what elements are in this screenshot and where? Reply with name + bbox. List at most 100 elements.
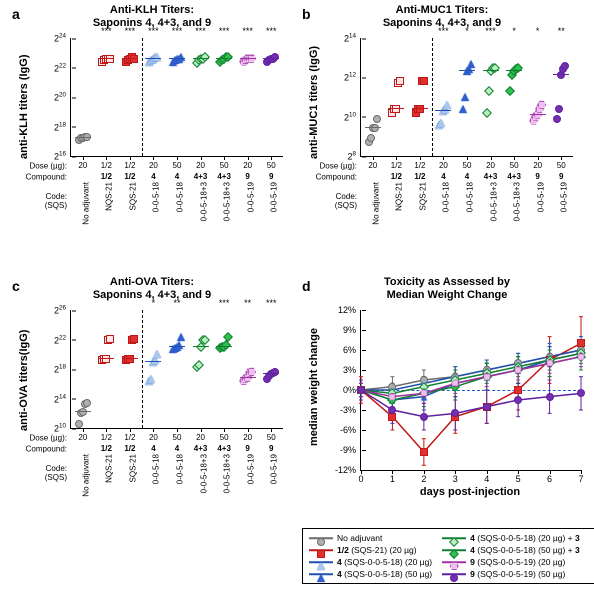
x-category-label: 20 xyxy=(243,161,252,170)
x-category-label: 4+3 xyxy=(507,172,521,181)
data-point xyxy=(83,399,91,407)
legend-label: No adjuvant xyxy=(337,533,382,543)
x-category-label: 1/2 xyxy=(124,172,135,181)
x-category-label: NQS-21 xyxy=(105,454,114,520)
ytick: 214 xyxy=(54,393,71,404)
panel-d-ylabel: median weight change xyxy=(308,328,320,446)
x-category-label: 20 xyxy=(439,161,448,170)
median-line xyxy=(365,127,381,128)
data-point xyxy=(437,119,445,127)
data-point xyxy=(373,115,381,123)
x-category-label: 9 xyxy=(245,444,249,453)
x-category-label: 9 xyxy=(535,172,539,181)
x-category-label: 0-0-5-18 xyxy=(152,182,161,248)
data-point xyxy=(546,393,554,401)
data-point xyxy=(153,350,161,358)
data-point xyxy=(482,108,492,118)
ytick: 216 xyxy=(54,151,71,162)
legend-item: 1/2 (SQS-21) (20 µg) xyxy=(309,545,432,555)
group-divider xyxy=(432,38,433,156)
ytick: 210 xyxy=(344,111,361,122)
group-divider xyxy=(142,38,143,156)
median-line xyxy=(216,58,232,59)
x-category-label: 1/2 xyxy=(124,433,135,442)
x-category-label: 4+3 xyxy=(217,172,231,181)
x-category-label: SQS-21 xyxy=(418,182,427,248)
x-category-label: 9 xyxy=(559,172,563,181)
significance-marker: *** xyxy=(101,26,112,36)
x-category-label: 0-0-5-18+3 xyxy=(489,182,498,248)
median-line xyxy=(263,58,279,59)
x-category-label: 0-0-5-18+3 xyxy=(513,182,522,248)
legend-item: 9 (SQS-0-0-5-19) (20 µg) xyxy=(442,557,580,567)
data-point xyxy=(75,420,83,428)
data-point xyxy=(126,355,134,363)
x-category-label: SQS-21 xyxy=(128,182,137,248)
median-line xyxy=(122,58,138,59)
legend-label: 1/2 (SQS-21) (20 µg) xyxy=(337,545,417,555)
median-line xyxy=(388,108,404,109)
data-point xyxy=(505,86,515,96)
median-line xyxy=(145,361,161,362)
row-label-code: Code:(SQS) xyxy=(45,192,71,210)
ytick: 222 xyxy=(54,62,71,73)
x-category-label: 4+3 xyxy=(217,444,231,453)
data-point xyxy=(392,105,400,113)
significance-marker: * xyxy=(152,298,156,308)
ytick: 218 xyxy=(54,121,71,132)
x-category-label: 50 xyxy=(267,161,276,170)
xtick-label: 1 xyxy=(390,470,395,484)
significance-marker: *** xyxy=(242,26,253,36)
median-line xyxy=(169,346,185,347)
median-line xyxy=(75,137,91,138)
x-category-label: 50 xyxy=(220,433,229,442)
x-category-label: NQS-21 xyxy=(105,182,114,248)
data-point xyxy=(577,389,585,397)
data-point xyxy=(106,335,114,343)
ytick: 9% xyxy=(343,325,361,335)
x-category-label: 1/2 xyxy=(101,161,112,170)
x-category-label: 4 xyxy=(465,172,469,181)
ytick: 214 xyxy=(344,33,361,44)
x-category-label: 20 xyxy=(149,161,158,170)
x-category-label: 20 xyxy=(533,161,542,170)
significance-marker: *** xyxy=(438,26,449,36)
ytick: 28 xyxy=(347,151,361,162)
data-point xyxy=(553,115,561,123)
x-category-label: 0-0-5-18+3 xyxy=(223,454,232,520)
x-category-label: 4 xyxy=(175,172,179,181)
row-label-dose: Dose (µg): xyxy=(319,162,361,171)
x-category-label: 9 xyxy=(245,172,249,181)
panel-c-ylabel: anti-OVA titers(IgG) xyxy=(18,330,30,431)
xtick-label: 3 xyxy=(453,470,458,484)
ytick: 222 xyxy=(54,334,71,345)
x-category-label: 0-0-5-19 xyxy=(270,182,279,248)
panel-b-plot: 2821021221420No adjuvant1/21/2NQS-211/21… xyxy=(360,38,573,157)
panel-d-xlabel: days post-injection xyxy=(360,486,580,498)
data-point xyxy=(271,368,279,376)
x-category-label: 0-0-5-19 xyxy=(246,182,255,248)
x-category-label: No adjuvant xyxy=(81,182,90,248)
data-point xyxy=(177,333,185,341)
panel-d-plot: -12%-9%-6%-3%0%3%6%9%12%01234567 xyxy=(360,310,581,471)
ytick: -9% xyxy=(340,445,361,455)
significance-marker: *** xyxy=(485,26,496,36)
x-category-label: 1/2 xyxy=(391,172,402,181)
ytick: 218 xyxy=(54,364,71,375)
significance-marker: *** xyxy=(172,26,183,36)
x-category-label: 4 xyxy=(441,172,445,181)
x-category-label: 20 xyxy=(368,161,377,170)
data-point xyxy=(130,55,138,63)
median-line xyxy=(412,108,428,109)
legend-label: 4 (SQS-0-0-5-18) (20 µg) + 3 xyxy=(470,533,580,543)
panel-c-plot: 21021421822222620No adjuvant1/21/2NQS-21… xyxy=(70,310,283,429)
group-divider xyxy=(142,310,143,428)
data-point xyxy=(420,413,428,421)
x-category-label: No adjuvant xyxy=(81,454,90,520)
x-category-label: 1/2 xyxy=(101,433,112,442)
ytick: 212 xyxy=(344,72,361,83)
x-category-label: 20 xyxy=(78,161,87,170)
legend-label: 9 (SQS-0-0-5-19) (20 µg) xyxy=(470,557,565,567)
significance-marker: *** xyxy=(195,26,206,36)
significance-marker: ** xyxy=(173,298,180,308)
